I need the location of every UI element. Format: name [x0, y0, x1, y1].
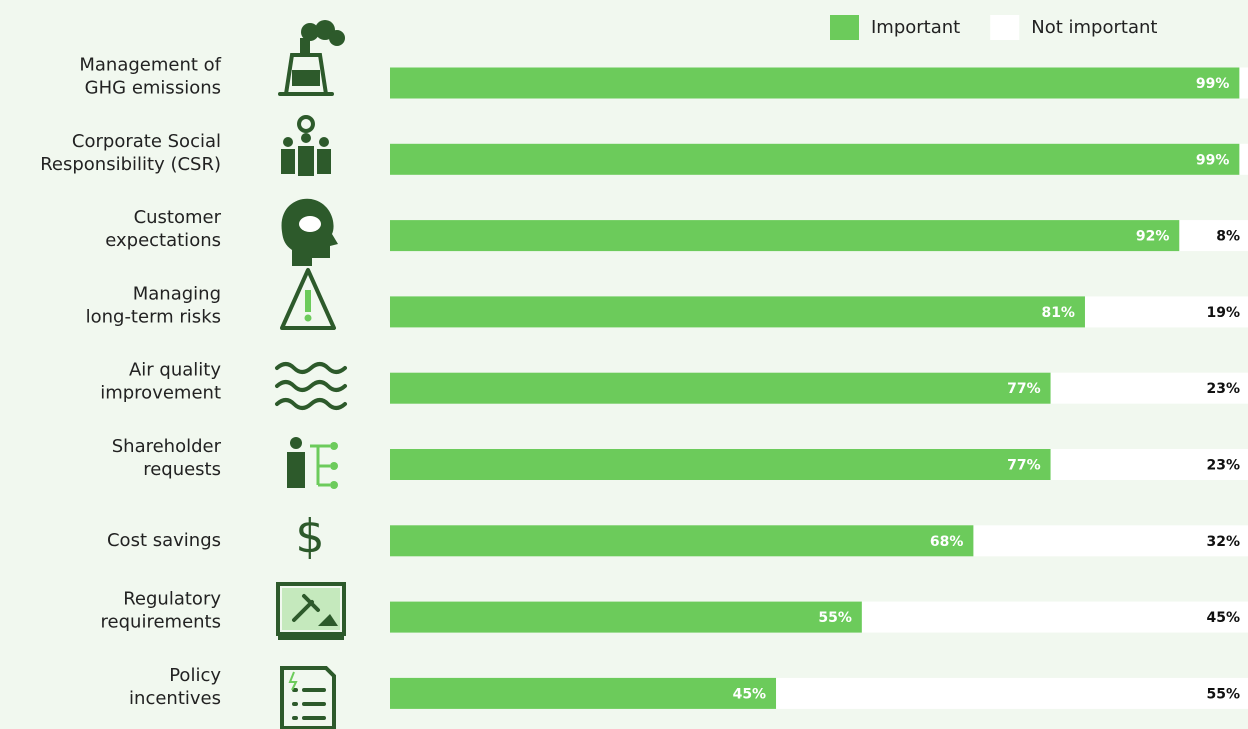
bar-segment	[1239, 67, 1248, 99]
legend-label: Not important	[1031, 17, 1157, 38]
csr-icon	[281, 115, 331, 176]
category-label: Managing	[133, 283, 221, 304]
category-label: requirements	[101, 612, 221, 633]
bar-segment	[390, 677, 777, 709]
bar-segment	[1050, 449, 1248, 480]
category-label: Responsibility (CSR)	[40, 154, 221, 175]
value-label: 55%	[818, 610, 852, 626]
bar-segment	[1239, 143, 1248, 175]
value-label: 99%	[1196, 152, 1230, 168]
bar-segment	[1084, 296, 1248, 328]
value-label: 45%	[1206, 610, 1240, 626]
legend-label: Important	[871, 17, 960, 38]
bar-segment	[390, 449, 1051, 480]
value-label: 77%	[1007, 381, 1041, 397]
value-label: 45%	[733, 686, 767, 702]
value-label: 77%	[1007, 458, 1041, 474]
bar-segment	[390, 143, 1240, 175]
bar-segment	[1050, 372, 1248, 404]
value-label: 68%	[930, 534, 964, 550]
bar-segment	[1179, 220, 1248, 252]
dollar-icon: $	[295, 510, 324, 564]
bar-segment	[390, 220, 1180, 252]
icons: $	[275, 20, 347, 729]
legend-swatch	[990, 15, 1020, 40]
category-label: improvement	[100, 383, 221, 404]
category-label: Policy	[169, 665, 221, 686]
category-label: Corporate Social	[72, 131, 221, 152]
value-label: 8%	[1216, 229, 1240, 245]
category-label: Customer	[134, 207, 222, 228]
bar-segment	[390, 601, 862, 633]
category-label: long-term risks	[86, 306, 221, 327]
category-label: requests	[143, 459, 221, 480]
bar-segment	[776, 677, 1248, 709]
value-label: 23%	[1206, 458, 1240, 474]
shareholder-icon	[287, 437, 338, 489]
air-icon	[275, 362, 347, 410]
category-label: Regulatory	[123, 589, 221, 610]
head-icon	[281, 198, 338, 266]
law-icon	[276, 582, 346, 640]
category-label: expectations	[105, 230, 221, 251]
factory-icon	[278, 20, 345, 96]
warning-icon	[280, 268, 336, 330]
bar-segment	[390, 67, 1240, 99]
value-label: 92%	[1136, 229, 1170, 245]
category-label: Shareholder	[112, 436, 222, 457]
bar-segment	[390, 296, 1085, 328]
bar-segment	[861, 601, 1248, 633]
category-label: Cost savings	[107, 530, 221, 551]
policy-icon	[280, 666, 336, 729]
category-label: Management of	[79, 55, 221, 76]
value-label: 32%	[1206, 534, 1240, 550]
value-label: 23%	[1206, 381, 1240, 397]
value-label: 99%	[1196, 76, 1230, 92]
value-label: 81%	[1041, 305, 1075, 321]
category-label: incentives	[129, 688, 221, 709]
bar-segment	[390, 372, 1051, 404]
legend-swatch	[830, 15, 859, 40]
value-label: 55%	[1206, 686, 1240, 702]
bar-segment	[973, 525, 1248, 557]
value-label: 19%	[1206, 305, 1240, 321]
category-label: Air quality	[129, 360, 221, 381]
category-label: GHG emissions	[85, 78, 221, 99]
bar-segment	[390, 525, 974, 557]
